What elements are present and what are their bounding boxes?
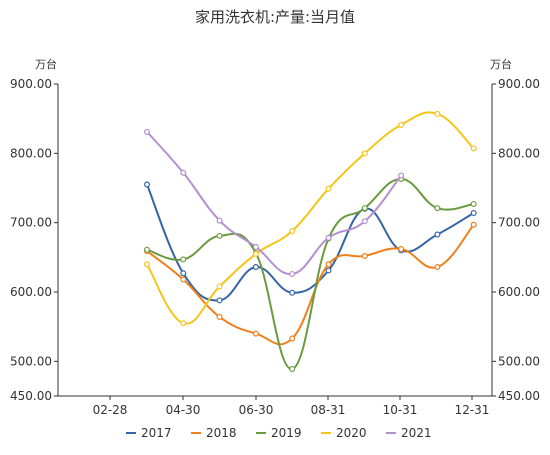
legend-label: 2017	[141, 426, 172, 440]
x-tick-label: 08-31	[311, 403, 346, 417]
series-line	[146, 184, 475, 302]
chart-title: 家用洗衣机:产量:当月值	[195, 8, 355, 26]
data-point	[180, 169, 187, 176]
data-point	[434, 110, 441, 117]
data-point	[216, 297, 223, 304]
data-point	[180, 256, 187, 263]
legend-item-2020[interactable]: 2020	[321, 426, 367, 440]
x-tick-label: 06-30	[239, 403, 274, 417]
legend-item-2017[interactable]: 2017	[126, 426, 172, 440]
series-2020	[144, 110, 477, 327]
data-point	[470, 209, 477, 216]
data-point	[216, 217, 223, 224]
series-2021	[144, 128, 405, 277]
y-tick-label-left: 700.00	[10, 216, 52, 230]
axes: 450.00 450.00 500.00 500.00 600.00 600.00 700.…	[10, 77, 540, 417]
data-point	[325, 234, 332, 241]
data-point	[325, 267, 332, 274]
data-point	[470, 221, 477, 228]
data-point	[398, 172, 405, 179]
data-point	[289, 365, 296, 372]
data-point	[180, 270, 187, 277]
data-point	[289, 289, 296, 296]
data-point	[252, 330, 259, 337]
y-tick-label-right: 900.00	[498, 77, 540, 91]
data-point	[289, 270, 296, 277]
legend-label: 2018	[206, 426, 237, 440]
y-tick-label-left: 450.00	[10, 389, 52, 403]
data-point	[434, 205, 441, 212]
y-tick-label-left: 600.00	[10, 285, 52, 299]
y-tick-label-right: 800.00	[498, 146, 540, 160]
legend-item-2021[interactable]: 2021	[386, 426, 432, 440]
series-2019	[144, 175, 477, 372]
data-point	[144, 261, 151, 268]
data-point	[434, 264, 441, 271]
data-point	[180, 320, 187, 327]
data-point	[252, 264, 259, 271]
data-point	[216, 232, 223, 239]
y-axis-left-unit: 万台	[35, 57, 57, 71]
legend-label: 2020	[336, 426, 367, 440]
data-point	[180, 276, 187, 283]
data-point	[361, 218, 368, 225]
y-tick-label-left: 500.00	[10, 354, 52, 368]
y-tick-label-left: 900.00	[10, 77, 52, 91]
data-point	[325, 185, 332, 192]
data-point	[252, 243, 259, 250]
data-point	[216, 283, 223, 290]
legend-label: 2019	[271, 426, 302, 440]
data-point	[470, 145, 477, 152]
data-point	[325, 261, 332, 268]
y-tick-label-right: 700.00	[498, 216, 540, 230]
legend: 2017 2018 2019 2020 2021	[126, 426, 432, 440]
series-line	[146, 224, 475, 346]
legend-item-2019[interactable]: 2019	[256, 426, 302, 440]
data-point	[144, 246, 151, 253]
data-point	[361, 252, 368, 259]
x-tick-label: 10-31	[383, 403, 418, 417]
data-point	[252, 250, 259, 257]
y-tick-label-right: 600.00	[498, 285, 540, 299]
x-tick-label: 04-30	[166, 403, 201, 417]
y-tick-label-left: 800.00	[10, 146, 52, 160]
series-line	[146, 177, 474, 370]
data-point	[434, 231, 441, 238]
x-tick-label: 12-31	[455, 403, 490, 417]
data-point	[398, 246, 405, 253]
legend-item-2018[interactable]: 2018	[191, 426, 237, 440]
data-point	[289, 227, 296, 234]
x-tick-label: 02-28	[93, 403, 128, 417]
data-point	[470, 200, 477, 207]
data-point	[144, 128, 151, 135]
y-tick-label-right: 500.00	[498, 354, 540, 368]
data-point	[361, 205, 368, 212]
series-layer	[144, 110, 477, 372]
series-2017	[144, 181, 477, 304]
data-point	[216, 313, 223, 320]
series-line	[146, 131, 402, 275]
legend-label: 2021	[401, 426, 432, 440]
series-2018	[144, 221, 477, 346]
data-point	[289, 335, 296, 342]
data-point	[361, 150, 368, 157]
data-point	[144, 181, 151, 188]
series-line	[146, 111, 475, 325]
y-axis-right-unit: 万台	[490, 57, 512, 71]
data-point	[398, 121, 405, 128]
y-tick-label-right: 450.00	[498, 389, 540, 403]
